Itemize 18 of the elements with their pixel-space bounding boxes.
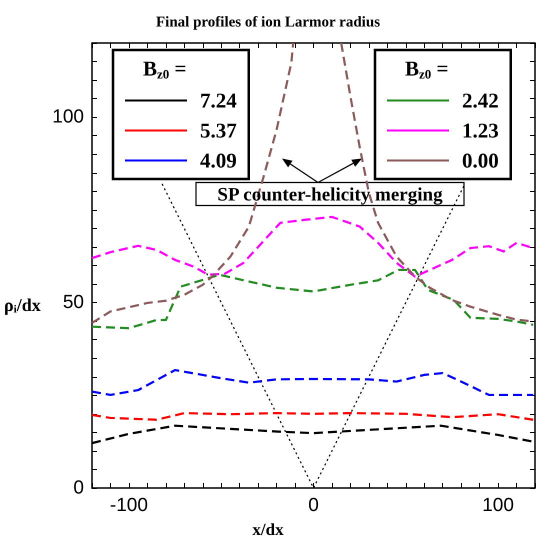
legend-label: 0.00 — [462, 148, 499, 172]
line-series — [90, 268, 534, 330]
legend-label: 2.42 — [462, 88, 499, 112]
y-tick-label: 0 — [73, 478, 84, 498]
legend-label: 4.09 — [200, 148, 237, 172]
y-tick-label: 100 — [52, 106, 84, 128]
x-tick-label: 100 — [482, 495, 514, 516]
line-series — [90, 412, 534, 421]
legend-label: 7.24 — [200, 88, 238, 112]
chart-title: Final profiles of ion Larmor radius — [156, 14, 380, 30]
y-tick-label: 50 — [62, 292, 84, 314]
legend-label: 1.23 — [462, 118, 499, 142]
legend-label: 5.37 — [200, 118, 237, 142]
x-tick-label: -100 — [110, 495, 148, 516]
annotation: SP counter-helicity merging — [217, 184, 444, 206]
x-axis-title: x/dx — [252, 520, 284, 539]
line-series — [90, 368, 534, 396]
x-tick-label: 0 — [308, 495, 319, 516]
